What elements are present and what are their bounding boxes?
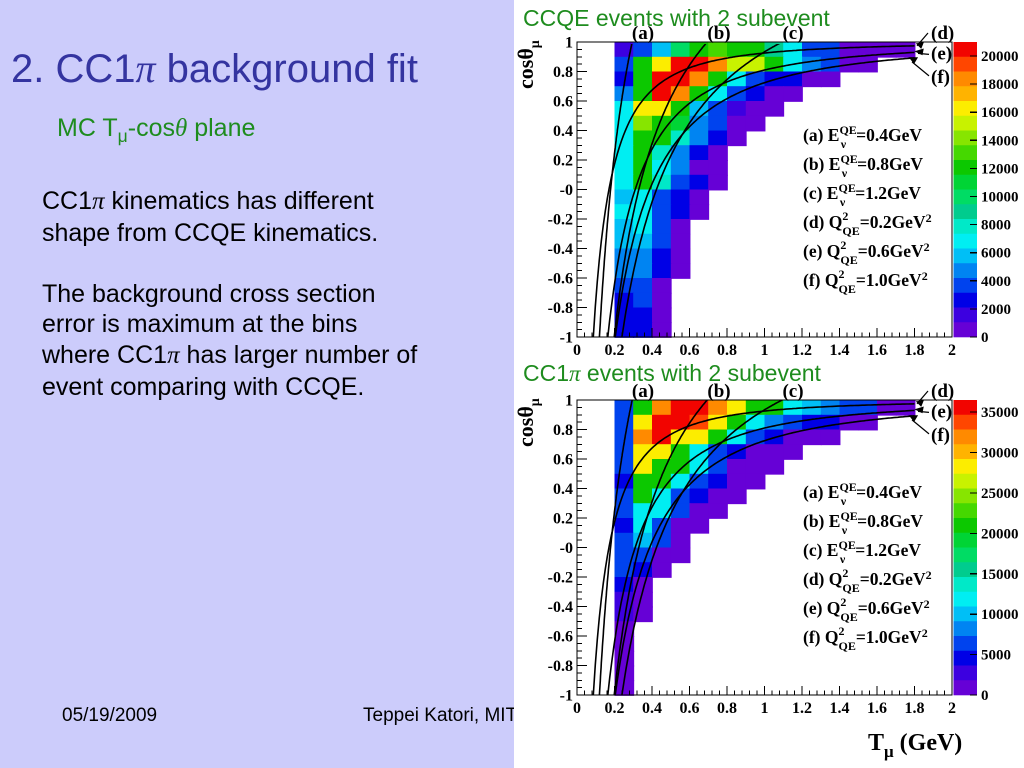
svg-text:CC1π events with 2 subevent: CC1π events with 2 subevent	[523, 360, 822, 386]
svg-text:(a): (a)	[632, 23, 654, 44]
svg-text:cosθμ: cosθμ	[513, 40, 543, 89]
svg-text:-0: -0	[560, 182, 573, 199]
svg-text:1.4: 1.4	[830, 700, 850, 717]
svg-text:CCQE events with 2 subevent: CCQE events with 2 subevent	[523, 5, 830, 31]
svg-text:1: 1	[761, 342, 769, 359]
svg-text:-0.8: -0.8	[548, 300, 573, 317]
svg-text:1.8: 1.8	[905, 700, 925, 717]
svg-text:0: 0	[573, 700, 581, 717]
svg-text:0.4: 0.4	[553, 123, 573, 140]
svg-text:(a): (a)	[632, 381, 654, 402]
svg-text:0.6: 0.6	[680, 700, 700, 717]
svg-text:20000: 20000	[981, 49, 1019, 65]
svg-text:0: 0	[981, 330, 989, 346]
svg-text:(d): (d)	[931, 23, 954, 44]
svg-text:8000: 8000	[981, 218, 1011, 234]
svg-text:0.2: 0.2	[553, 511, 573, 528]
svg-text:14000: 14000	[981, 133, 1019, 149]
svg-text:(b): (b)	[707, 381, 730, 402]
svg-text:25000: 25000	[981, 486, 1019, 502]
svg-text:18000: 18000	[981, 77, 1019, 93]
svg-text:(f): (f)	[931, 425, 950, 446]
svg-text:30000: 30000	[981, 446, 1019, 462]
svg-text:1.8: 1.8	[905, 342, 925, 359]
svg-text:-0.2: -0.2	[548, 570, 573, 587]
svg-text:1.6: 1.6	[867, 700, 887, 717]
svg-text:2000: 2000	[981, 302, 1011, 318]
svg-text:1.2: 1.2	[792, 342, 812, 359]
svg-text:0: 0	[573, 342, 581, 359]
svg-text:0.8: 0.8	[717, 342, 737, 359]
svg-text:-1: -1	[560, 330, 573, 347]
svg-text:0.8: 0.8	[717, 700, 737, 717]
svg-text:(d): (d)	[931, 381, 954, 402]
svg-text:5000: 5000	[981, 648, 1011, 664]
svg-text:1: 1	[565, 393, 573, 410]
svg-text:1: 1	[565, 35, 573, 52]
svg-text:0.6: 0.6	[680, 342, 700, 359]
svg-text:0.4: 0.4	[642, 342, 662, 359]
svg-text:10000: 10000	[981, 607, 1019, 623]
svg-text:12000: 12000	[981, 161, 1019, 177]
svg-text:Tμ (GeV): Tμ (GeV)	[868, 730, 962, 761]
svg-text:0.4: 0.4	[553, 481, 573, 498]
svg-text:(f): (f)	[931, 67, 950, 88]
svg-text:4000: 4000	[981, 274, 1011, 290]
svg-text:-0.4: -0.4	[548, 599, 573, 616]
svg-text:(b): (b)	[707, 23, 730, 44]
svg-text:1.6: 1.6	[867, 342, 887, 359]
svg-text:0.6: 0.6	[553, 452, 573, 469]
svg-text:0.2: 0.2	[605, 700, 625, 717]
svg-text:(e): (e)	[931, 401, 952, 422]
svg-text:-0.8: -0.8	[548, 658, 573, 675]
svg-text:0.6: 0.6	[553, 94, 573, 111]
svg-text:-0.6: -0.6	[548, 271, 573, 288]
svg-text:2: 2	[948, 342, 956, 359]
svg-text:15000: 15000	[981, 567, 1019, 583]
svg-text:6000: 6000	[981, 246, 1011, 262]
svg-text:-0: -0	[560, 540, 573, 557]
svg-text:0.2: 0.2	[553, 153, 573, 170]
svg-text:-1: -1	[560, 688, 573, 705]
svg-text:0.4: 0.4	[642, 700, 662, 717]
svg-text:1.4: 1.4	[830, 342, 850, 359]
svg-text:(e): (e)	[931, 43, 952, 64]
svg-text:35000: 35000	[981, 405, 1019, 421]
svg-text:-0.4: -0.4	[548, 241, 573, 258]
svg-text:0.8: 0.8	[553, 422, 573, 439]
svg-text:0: 0	[981, 688, 989, 704]
svg-text:-0.6: -0.6	[548, 629, 573, 646]
svg-text:20000: 20000	[981, 526, 1019, 542]
svg-text:(c): (c)	[782, 381, 803, 402]
svg-text:(c): (c)	[782, 23, 803, 44]
svg-text:1.2: 1.2	[792, 700, 812, 717]
svg-text:16000: 16000	[981, 105, 1019, 121]
svg-text:cosθμ: cosθμ	[513, 398, 543, 447]
svg-text:2: 2	[948, 700, 956, 717]
svg-text:10000: 10000	[981, 190, 1019, 206]
svg-text:1: 1	[761, 700, 769, 717]
svg-text:0.8: 0.8	[553, 64, 573, 81]
svg-text:-0.2: -0.2	[548, 212, 573, 229]
svg-text:0.2: 0.2	[605, 342, 625, 359]
